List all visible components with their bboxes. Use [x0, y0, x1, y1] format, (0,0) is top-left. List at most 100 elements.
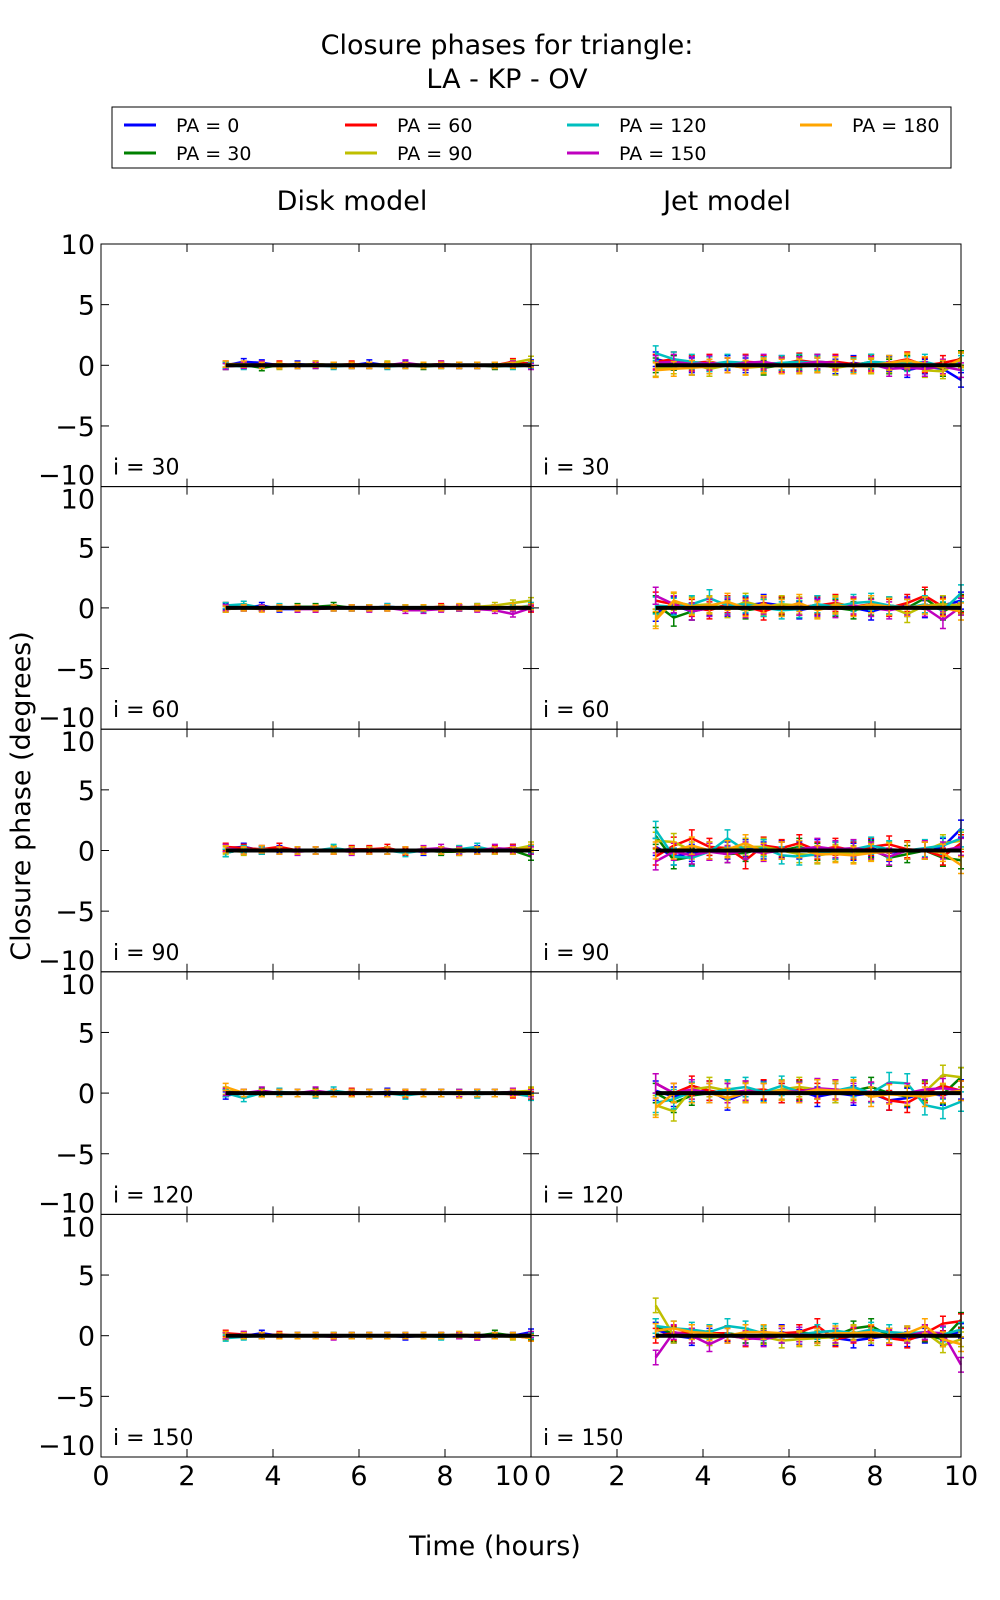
error-bar — [814, 1079, 821, 1100]
error-bar — [652, 820, 659, 840]
x-tick-label: 6 — [780, 1461, 797, 1492]
error-bar — [868, 595, 875, 614]
panel-jet-90: i = 90 — [530, 728, 964, 973]
column-title-jet: Jet model — [661, 186, 791, 217]
x-tick-label: 2 — [608, 1461, 625, 1492]
error-bar — [832, 1080, 839, 1102]
error-bar — [921, 596, 928, 615]
y-tick-label: −10 — [38, 1431, 95, 1462]
panel-jet-150: 0 2 4 6 8 10 i = 150 — [530, 1213, 978, 1492]
y-tick-label: 5 — [78, 1261, 95, 1292]
x-tick-label: 4 — [264, 1461, 281, 1492]
series-pa90 — [652, 1297, 964, 1354]
legend-item: PA = 180 — [800, 115, 940, 137]
inclination-label: i = 150 — [113, 1426, 194, 1451]
x-tick-label: 0 — [92, 1461, 109, 1492]
chart-title-line2: LA - KP - OV — [426, 64, 588, 95]
y-tick-label: 0 — [78, 1322, 95, 1353]
x-axis-label: Time (hours) — [408, 1531, 581, 1562]
error-bar — [814, 601, 821, 620]
x-tick-label: 2 — [178, 1461, 195, 1492]
chart-title-line1: Closure phases for triangle: — [321, 30, 694, 61]
panel-grid: 10 5 0 −5 −10 i = 30 i = 30 10 5 0 −5 −10 i = 60 i = … — [38, 230, 978, 1492]
y-tick-label: 10 — [61, 727, 95, 758]
inclination-label: i = 120 — [113, 1183, 194, 1208]
y-tick-label: −5 — [55, 1140, 95, 1171]
legend-label: PA = 180 — [852, 115, 940, 137]
error-bar — [652, 1297, 659, 1314]
legend-item: PA = 0 — [124, 115, 239, 137]
error-bar — [222, 1082, 229, 1092]
error-bar — [509, 610, 516, 618]
y-tick-label: −10 — [38, 461, 95, 492]
panel-disk-60: 10 5 0 −5 −10 i = 60 — [38, 485, 534, 734]
legend-label: PA = 30 — [176, 143, 251, 165]
legend-label: PA = 0 — [176, 115, 239, 137]
y-tick-label: −5 — [55, 1382, 95, 1413]
error-bar — [652, 610, 659, 630]
y-tick-label: 5 — [78, 1018, 95, 1049]
y-tick-label: −5 — [55, 655, 95, 686]
error-bar — [921, 1317, 928, 1335]
inclination-label: i = 30 — [113, 456, 180, 481]
y-tick-label: 0 — [78, 837, 95, 868]
error-bar — [886, 354, 893, 371]
error-bar — [706, 596, 713, 615]
legend-label: PA = 60 — [397, 115, 472, 137]
inclination-label: i = 90 — [543, 941, 610, 966]
panel-jet-120: i = 120 — [530, 971, 964, 1215]
error-bar — [814, 844, 821, 864]
legend-items: PA = 0 PA = 30 PA = 60 PA = 90 PA = 120 PA = … — [124, 115, 940, 165]
legend-item: PA = 30 — [124, 143, 251, 165]
error-bar — [904, 1085, 911, 1106]
x-tick-label: 4 — [694, 1461, 711, 1492]
legend-item: PA = 150 — [567, 143, 707, 165]
legend-item: PA = 90 — [345, 143, 472, 165]
y-tick-label: 0 — [78, 594, 95, 625]
legend-item: PA = 120 — [567, 115, 707, 137]
y-tick-label: −10 — [38, 946, 95, 977]
error-bar — [868, 1086, 875, 1108]
x-tick-label: 8 — [866, 1461, 883, 1492]
inclination-label: i = 30 — [543, 456, 610, 481]
error-bar — [652, 1097, 659, 1119]
series-pa120 — [652, 820, 964, 868]
panel-disk-90: 10 5 0 −5 −10 i = 90 — [38, 727, 534, 977]
y-tick-label: 10 — [61, 485, 95, 516]
y-tick-label: −10 — [38, 703, 95, 734]
panel-jet-30: i = 30 — [530, 243, 964, 488]
error-bar — [939, 359, 946, 376]
x-tick-label: 10 — [495, 1461, 529, 1492]
y-tick-label: −5 — [55, 412, 95, 443]
error-bar — [850, 1079, 857, 1100]
y-tick-label: 5 — [78, 776, 95, 807]
error-bar — [796, 1330, 803, 1347]
y-tick-label: 10 — [61, 970, 95, 1001]
inclination-label: i = 60 — [543, 698, 610, 723]
error-bar — [868, 843, 875, 863]
y-tick-label: 10 — [61, 1212, 95, 1243]
column-title-disk: Disk model — [277, 186, 428, 217]
error-bar — [688, 359, 695, 376]
x-tick-label: 0 — [534, 1461, 551, 1492]
legend-box — [111, 106, 952, 169]
inclination-label: i = 150 — [543, 1426, 624, 1451]
error-bar — [652, 1349, 659, 1366]
panel-jet-60: i = 60 — [530, 486, 964, 730]
inclination-label: i = 60 — [113, 698, 180, 723]
error-bar — [832, 596, 839, 615]
x-tick-label: 8 — [436, 1461, 453, 1492]
y-tick-label: 10 — [61, 230, 95, 261]
panel-disk-120: 10 5 0 −5 −10 i = 120 — [38, 970, 534, 1219]
legend-label: PA = 90 — [397, 143, 472, 165]
legend-label: PA = 120 — [619, 115, 707, 137]
error-bar — [832, 1325, 839, 1342]
y-axis-label: Closure phase (degrees) — [6, 631, 37, 961]
error-bar — [760, 595, 767, 614]
error-bar — [778, 1080, 785, 1102]
legend: PA = 0 PA = 30 PA = 60 PA = 90 PA = 120 PA = … — [111, 106, 952, 169]
y-tick-label: −10 — [38, 1188, 95, 1219]
y-tick-label: 5 — [78, 533, 95, 564]
